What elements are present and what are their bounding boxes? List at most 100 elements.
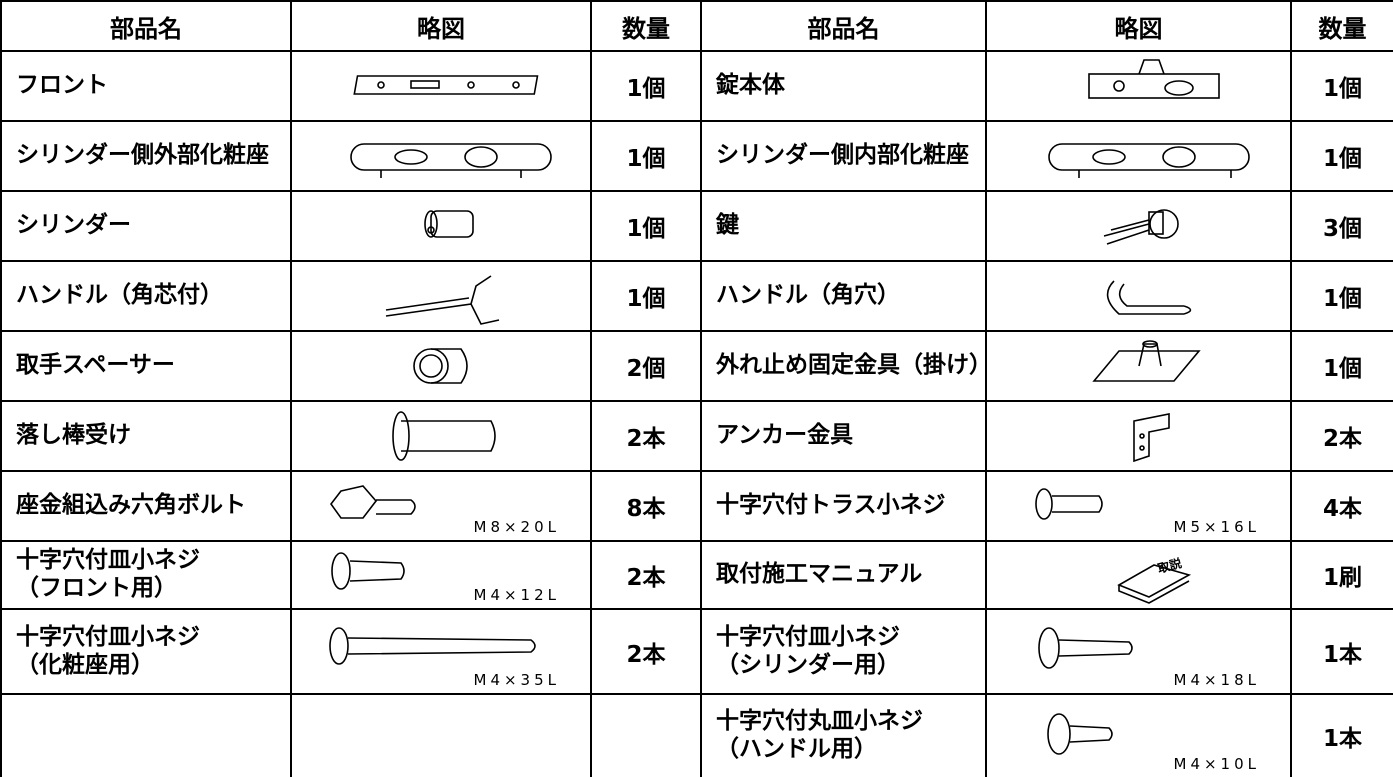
part-name: ハンドル（角穴） <box>700 260 987 332</box>
quantity: 4本 <box>1290 470 1393 542</box>
part-row: ハンドル（角芯付） 1個 ハンドル（角穴） 1個 <box>0 260 1393 332</box>
part-name: 十字穴付皿小ネジ （フロント用） <box>0 540 292 610</box>
sketch <box>331 552 405 590</box>
part-name: 座金組込み六角ボルト <box>0 470 292 542</box>
sketch <box>1046 713 1113 755</box>
quantity: 1個 <box>590 260 702 332</box>
part-sketch <box>290 190 592 262</box>
part-sketch <box>290 120 592 192</box>
quantity: 1個 <box>1290 330 1393 402</box>
quantity: 1個 <box>1290 50 1393 122</box>
part-sketch <box>985 260 1292 332</box>
part-sketch: 取説 <box>985 540 1292 610</box>
part-row: 座金組込み六角ボルト M8×20L 8本 十字穴付トラス小ネジ M5×16L 4本 <box>0 470 1393 542</box>
part-name: シリンダー側外部化粧座 <box>0 120 292 192</box>
part-row: フロント 1個 錠本体 1個 <box>0 50 1393 122</box>
sketch <box>353 75 539 95</box>
quantity: 1個 <box>1290 120 1393 192</box>
empty-cell <box>0 693 292 777</box>
part-name: 十字穴付皿小ネジ （シリンダー用） <box>700 608 987 695</box>
part-row: シリンダー 1個鍵 3個 <box>0 190 1393 262</box>
screw-size: M4×12L <box>473 586 560 604</box>
sketch <box>329 626 536 665</box>
part-sketch: M5×16L <box>985 470 1292 542</box>
part-sketch: M4×35L <box>290 608 592 695</box>
sketch <box>413 348 468 384</box>
part-sketch: M4×10L <box>985 693 1292 777</box>
part-name: 落し棒受け <box>0 400 292 472</box>
part-sketch <box>985 120 1292 192</box>
quantity: 2個 <box>590 330 702 402</box>
column-header: 数量 <box>1290 0 1393 52</box>
empty-cell <box>590 693 702 777</box>
quantity: 1個 <box>590 190 702 262</box>
part-sketch <box>985 400 1292 472</box>
part-name: 十字穴付皿小ネジ （化粧座用） <box>0 608 292 695</box>
column-header: 数量 <box>590 0 702 52</box>
sketch <box>1106 280 1191 315</box>
quantity: 2本 <box>590 400 702 472</box>
sketch <box>1047 143 1250 178</box>
part-name: 鍵 <box>700 190 987 262</box>
quantity: 1刷 <box>1290 540 1393 610</box>
part-row: 取手スペーサー 2個 外れ止め固定金具（掛け） 1個 <box>0 330 1393 402</box>
quantity: 2本 <box>590 540 702 610</box>
sketch <box>392 411 496 461</box>
part-row: 十字穴付皿小ネジ （フロント用） M4×12L 2本 取付施工マニュアル 取説 1刷 <box>0 540 1393 610</box>
part-name: 外れ止め固定金具（掛け） <box>700 330 992 402</box>
sketch <box>424 210 474 238</box>
sketch-label: 取説 <box>1155 555 1182 576</box>
quantity: 3個 <box>1290 190 1393 262</box>
part-sketch <box>290 400 592 472</box>
part-row: シリンダー側外部化粧座 1個 シリンダー側内部化粧座 1個 <box>0 120 1393 192</box>
part-row: 十字穴付丸皿小ネジ （ハンドル用） M4×10L 1本 <box>0 693 1393 777</box>
part-sketch <box>290 50 592 122</box>
screw-size: M4×10L <box>1173 755 1260 773</box>
sketch <box>350 143 552 178</box>
part-sketch: M8×20L <box>290 470 592 542</box>
quantity: 2本 <box>1290 400 1393 472</box>
part-name: シリンダー側内部化粧座 <box>700 120 987 192</box>
sketch <box>1087 59 1220 99</box>
sketch <box>1103 209 1179 245</box>
quantity: 1個 <box>590 50 702 122</box>
part-name: シリンダー <box>0 190 292 262</box>
sketch <box>330 485 416 519</box>
column-header: 略図 <box>985 0 1292 52</box>
part-row: 落し棒受け 2本 アンカー金具 2本 <box>0 400 1393 472</box>
sketch <box>1132 413 1170 463</box>
quantity: 1本 <box>1290 693 1393 777</box>
part-sketch <box>985 50 1292 122</box>
quantity: 1個 <box>590 120 702 192</box>
part-sketch: M4×12L <box>290 540 592 610</box>
screw-size: M4×18L <box>1173 671 1260 689</box>
quantity: 1個 <box>1290 260 1393 332</box>
sketch <box>1091 340 1201 382</box>
part-name: 十字穴付丸皿小ネジ （ハンドル用） <box>700 693 987 777</box>
part-sketch <box>290 330 592 402</box>
column-header: 部品名 <box>0 0 292 52</box>
part-sketch: M4×18L <box>985 608 1292 695</box>
header-row: 部品名 略図 数量 部品名 略図 数量 <box>0 0 1393 52</box>
sketch <box>1037 626 1133 669</box>
quantity: 1本 <box>1290 608 1393 695</box>
part-name: 錠本体 <box>700 50 987 122</box>
part-sketch <box>985 190 1292 262</box>
empty-cell <box>290 693 592 777</box>
quantity: 8本 <box>590 470 702 542</box>
screw-size: M5×16L <box>1173 518 1260 536</box>
part-name: アンカー金具 <box>700 400 987 472</box>
part-name: 取付施工マニュアル <box>700 540 987 610</box>
part-row: 十字穴付皿小ネジ （化粧座用） M4×35L 2本 十字穴付皿小ネジ （シリンダー用）… <box>0 608 1393 695</box>
part-name: 取手スペーサー <box>0 330 292 402</box>
sketch: 取説 <box>1116 555 1191 604</box>
screw-size: M4×35L <box>473 671 560 689</box>
sketch <box>385 275 500 325</box>
sketch <box>1034 488 1103 520</box>
part-name: フロント <box>0 50 292 122</box>
column-header: 部品名 <box>700 0 987 52</box>
part-sketch <box>985 330 1292 402</box>
column-header: 略図 <box>290 0 592 52</box>
quantity: 2本 <box>590 608 702 695</box>
